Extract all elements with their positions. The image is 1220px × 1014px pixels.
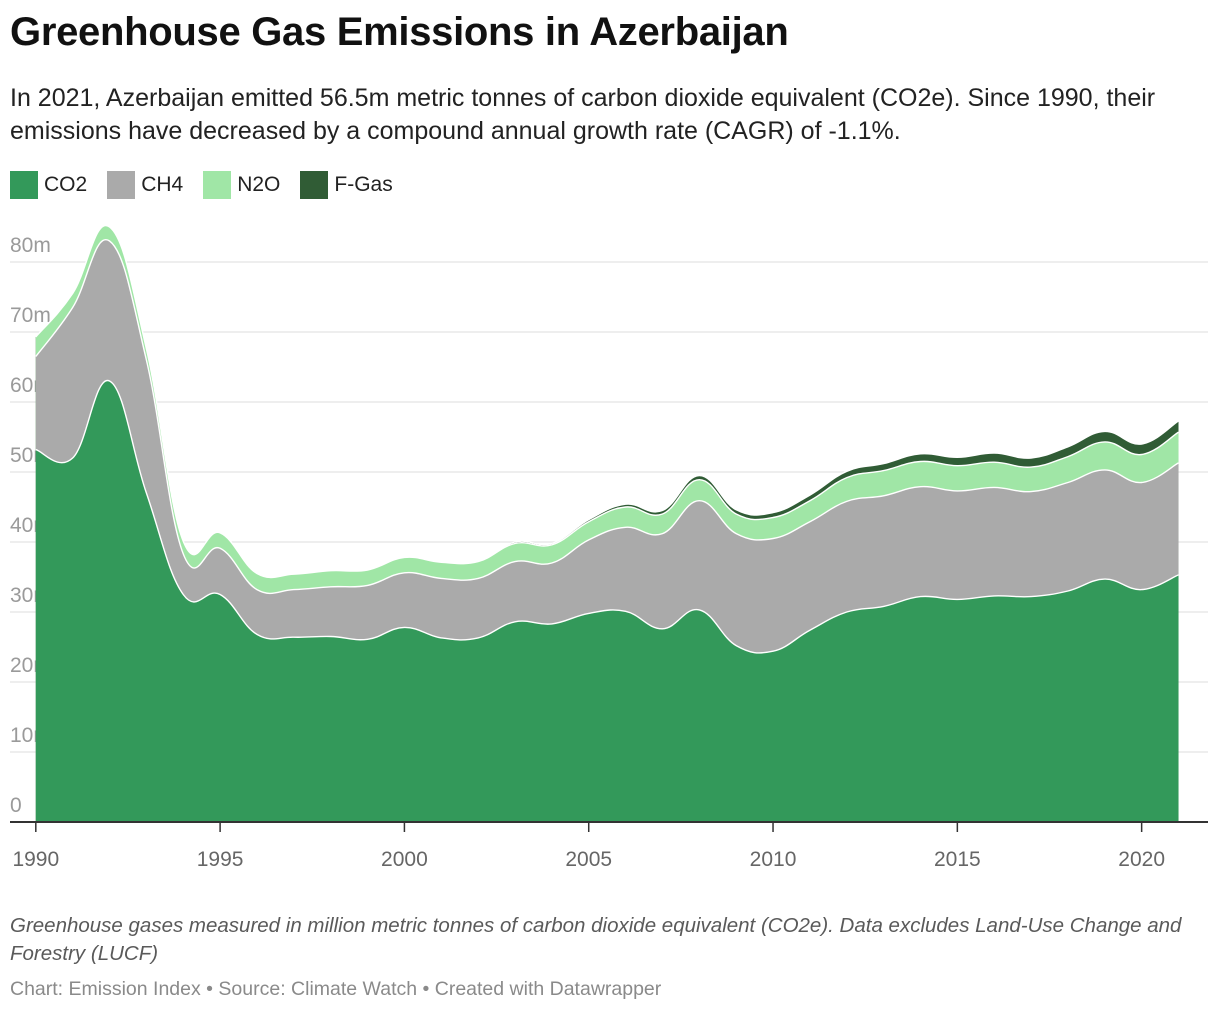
x-tick-label: 1995	[197, 848, 244, 871]
x-tick-label: 2020	[1118, 848, 1165, 871]
legend-swatch-ch4	[107, 171, 136, 199]
x-tick-label: 2005	[565, 848, 612, 871]
legend-label-co2: CO2	[44, 173, 88, 196]
legend-swatch-fgas	[300, 171, 329, 199]
axes: 1990 1995 2000 2005 2010 2015 2020	[10, 821, 1208, 871]
chart-byline: Chart: Emission Index • Source: Climate …	[10, 978, 662, 1000]
legend-swatch-n2o	[203, 171, 232, 199]
area-edge-n2o	[35, 224, 1179, 579]
y-tick-label: 70m	[10, 304, 51, 327]
area-edge-ch4	[35, 238, 1179, 595]
area-co2	[35, 380, 1179, 822]
y-tick-label: 80m	[10, 234, 51, 257]
x-tick-label: 2010	[750, 848, 797, 871]
legend-item-fgas: F-Gas	[300, 171, 393, 199]
legend-label-fgas: F-Gas	[334, 173, 393, 196]
legend-item-co2: CO2	[10, 171, 87, 199]
legend: CO2 CH4 N2O F-Gas	[10, 170, 413, 200]
x-tick-label: 2015	[934, 848, 981, 871]
legend-label-ch4: CH4	[141, 173, 184, 196]
chart-title: Greenhouse Gas Emissions in Azerbaijan	[10, 10, 789, 54]
legend-item-n2o: N2O	[203, 171, 280, 199]
y-tick-label: 0	[10, 794, 22, 817]
x-tick-label: 2000	[381, 848, 428, 871]
chart-subtitle: In 2021, Azerbaijan emitted 56.5m metric…	[10, 84, 1156, 145]
legend-swatch-co2	[10, 171, 38, 199]
chart-note: Greenhouse gases measured in million met…	[10, 914, 1182, 965]
legend-item-ch4: CH4	[107, 171, 183, 199]
legend-label-n2o: N2O	[237, 173, 281, 196]
area-series	[35, 224, 1179, 823]
area-edge-co2	[35, 380, 1179, 654]
x-tick-label: 1990	[12, 848, 59, 871]
